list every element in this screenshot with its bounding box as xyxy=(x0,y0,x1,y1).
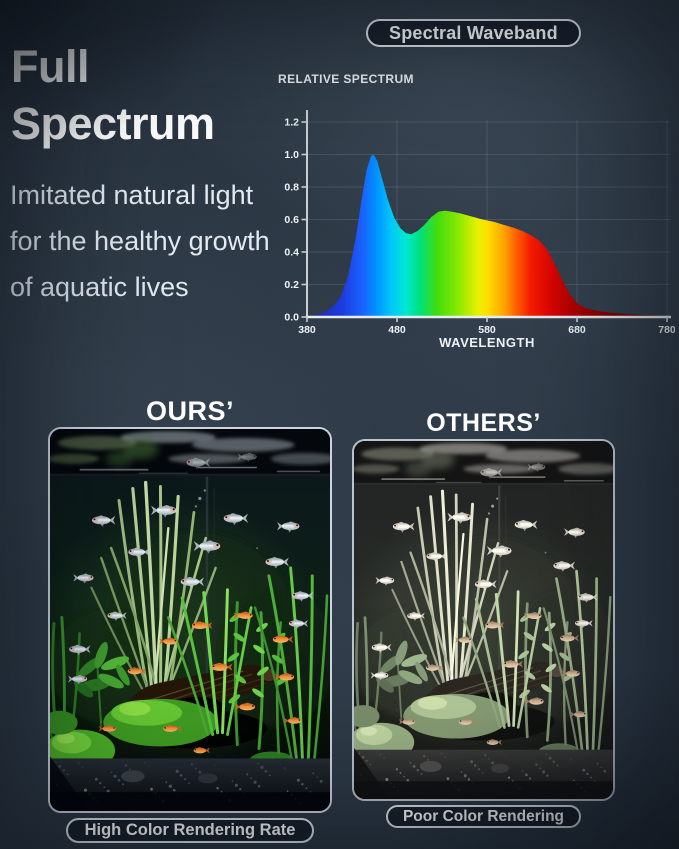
spectral-waveband-badge: Spectral Waveband xyxy=(366,19,581,47)
aquarium-scene-ours xyxy=(50,429,330,811)
svg-text:580: 580 xyxy=(478,324,496,336)
subtitle-line: Imitated natural light xyxy=(10,180,254,210)
ours-label: OURS’ xyxy=(145,396,234,426)
svg-text:680: 680 xyxy=(568,324,586,336)
svg-text:1.0: 1.0 xyxy=(284,149,299,161)
chart-x-axis-label: WAVELENGTH xyxy=(439,335,535,350)
svg-text:0.6: 0.6 xyxy=(284,214,299,226)
aquarium-image-others xyxy=(352,439,615,801)
others-badge-row: Poor Color Rendering xyxy=(352,805,615,828)
others-label: OTHERS’ xyxy=(426,409,541,437)
ours-badge-row: High Color Rendering Rate xyxy=(48,818,332,843)
svg-text:480: 480 xyxy=(388,324,406,336)
chart-title: RELATIVE SPECTRUM xyxy=(278,72,414,86)
subtitle-line: for the healthy growth xyxy=(10,226,270,256)
svg-text:1.2: 1.2 xyxy=(284,117,299,129)
poor-color-rendering-badge: Poor Color Rendering xyxy=(385,805,582,828)
page-title-line1: Full xyxy=(11,41,89,92)
high-color-rendering-badge: High Color Rendering Rate xyxy=(65,818,315,843)
spectrum-chart: RELATIVE SPECTRUM 0.0 0.2 0.4 0.6 0.8 1.0 1.2 3… xyxy=(270,60,675,360)
aquarium-image-ours xyxy=(48,427,332,813)
page-title: Full Spectrum xyxy=(11,38,215,152)
page-subtitle: Imitated natural light for the healthy g… xyxy=(10,172,270,310)
svg-text:380: 380 xyxy=(298,324,316,336)
page-title-line2: Spectrum xyxy=(11,98,215,149)
aquarium-scene-others xyxy=(354,441,613,799)
svg-text:0.4: 0.4 xyxy=(284,247,299,259)
svg-text:0.2: 0.2 xyxy=(284,279,299,291)
svg-text:0.8: 0.8 xyxy=(284,182,299,194)
spectrum-area-plot: 0.0 0.2 0.4 0.6 0.8 1.0 1.2 380 480 580 680 780 xyxy=(284,110,675,336)
svg-text:780: 780 xyxy=(658,324,675,336)
subtitle-line: of aquatic lives xyxy=(10,272,189,302)
svg-text:0.0: 0.0 xyxy=(284,312,299,324)
